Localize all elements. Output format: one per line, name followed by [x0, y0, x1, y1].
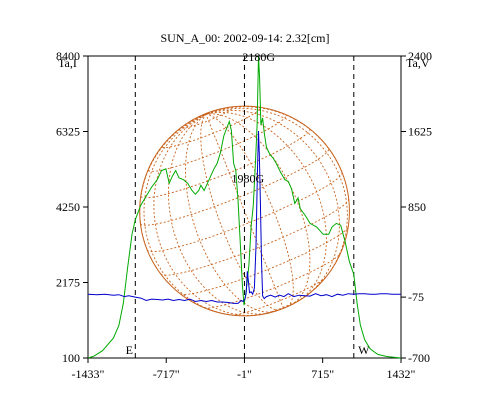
polarization-series-line: [87, 130, 401, 304]
left-axis-label: Ta,I: [58, 56, 77, 70]
x-tick-label: 715": [311, 367, 334, 381]
y-right-tick-label: 1625: [408, 125, 432, 139]
tick-layer: -1433" -717" -1" 715" 1432" 100 2175 4250 6325 84…: [56, 49, 432, 381]
y-right-tick-label: -700: [408, 351, 430, 365]
sun-limb: [139, 105, 350, 317]
x-tick-label: -1": [237, 367, 252, 381]
annotations: 2180G 1980G: [231, 50, 275, 186]
sun-grid-line: [205, 107, 348, 282]
marker-label: E: [126, 343, 133, 357]
x-tick-label: -1433": [72, 367, 105, 381]
y-left-tick-label: 2175: [56, 276, 80, 290]
sun-grid-line: [200, 114, 280, 311]
sun-grid-line: [153, 113, 261, 316]
sun-grid-line: [162, 107, 261, 149]
sun-grid-line: [185, 113, 276, 313]
annotation-label: 1980G: [231, 172, 264, 186]
sun-grid-line: [205, 109, 340, 298]
series-layer: [87, 55, 402, 359]
sun-grid-line: [139, 113, 207, 251]
y-left-tick-label: 100: [62, 351, 80, 365]
intensity-series-line: [87, 55, 402, 359]
sun-grid-line: [160, 199, 350, 276]
sun-grid-line: [205, 111, 327, 302]
right-axis-label: Ta,V: [406, 56, 430, 70]
y-left-tick-label: 4250: [56, 200, 80, 214]
sun-grid-line: [205, 113, 294, 308]
y-right-tick-label: 2400: [408, 49, 432, 63]
marker-label: W: [358, 343, 370, 357]
sun-grid-line: [205, 106, 343, 173]
chart-title: SUN_A_00: 2002-09-14: 2.32[cm]: [161, 31, 330, 45]
sun-grid-line: [181, 107, 233, 129]
sun-disk-grid: [139, 105, 350, 317]
sun-grid-line: [180, 226, 349, 295]
y-right-tick-label: 850: [408, 200, 426, 214]
sun-grid-line: [143, 113, 237, 317]
x-tick-label: 1432": [387, 367, 416, 381]
y-left-tick-label: 6325: [56, 125, 80, 139]
sun-grid-line: [204, 253, 341, 309]
y-left-tick-label: 8400: [56, 49, 80, 63]
sun-grid-line: [205, 114, 284, 309]
sun-grid-line: [168, 113, 269, 315]
y-right-tick-label: -75: [408, 290, 424, 304]
annotation-label: 2180G: [242, 50, 275, 64]
sun-grid-line: [205, 113, 311, 306]
x-tick-label: -717": [153, 367, 180, 381]
